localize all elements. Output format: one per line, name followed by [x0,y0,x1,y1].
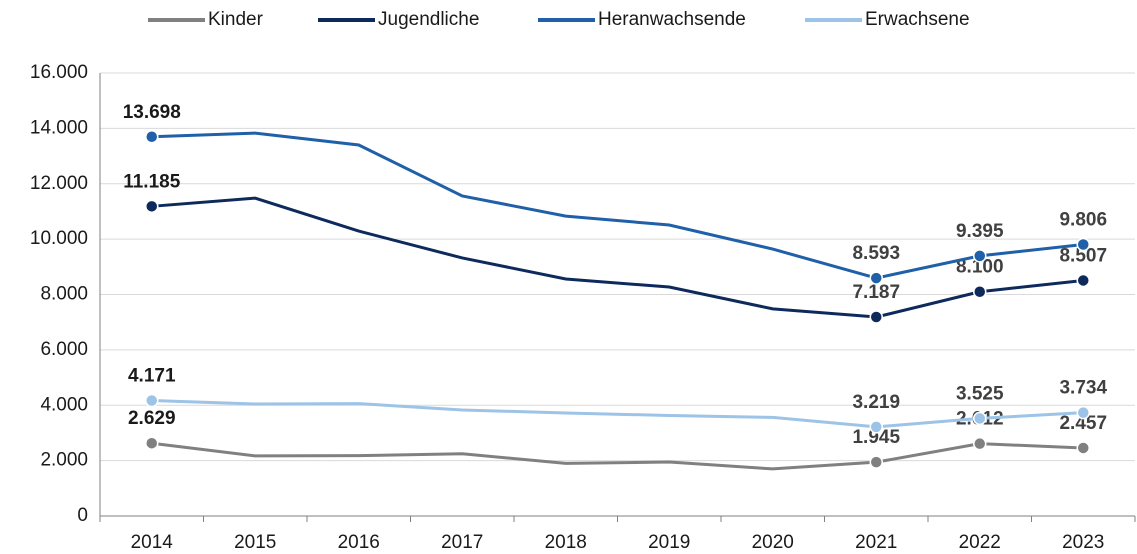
value-label: 13.698 [123,102,181,123]
point-marker [145,199,159,214]
value-label: 4.171 [128,366,176,387]
series-line [151,131,1084,280]
point-marker [145,393,159,408]
value-label: 2.629 [128,408,176,429]
y-tick-label: 12.000 [30,173,88,194]
point-marker [973,436,987,451]
point-marker [973,411,987,426]
y-tick-label: 10.000 [30,228,88,249]
value-label: 3.219 [852,392,900,413]
value-label: 3.734 [1059,378,1107,399]
value-label: 9.395 [956,221,1004,242]
legend-label: Kinder [208,9,264,30]
point-marker [973,249,987,263]
value-label: 8.507 [1059,245,1107,266]
x-tick-label: 2020 [752,532,794,553]
value-label: 9.806 [1059,210,1107,231]
x-tick-label: 2016 [338,532,380,553]
point-marker [145,436,159,450]
point-marker [973,284,987,299]
legend-label: Erwachsene [865,9,970,30]
y-tick-label: 16.000 [30,62,88,83]
point-marker [869,271,883,285]
y-tick-label: 2.000 [40,450,88,471]
x-tick-label: 2015 [234,532,276,553]
value-label: 8.593 [852,243,900,264]
y-tick-label: 8.000 [40,284,88,305]
value-label: 1.945 [852,427,900,448]
x-tick-label: 2022 [959,532,1001,553]
series-line [151,441,1084,471]
x-tick-label: 2023 [1062,532,1104,553]
point-marker [1076,441,1090,455]
legend-label: Jugendliche [378,9,479,30]
point-marker [145,129,159,144]
y-tick-label: 0 [77,505,88,526]
point-marker [869,310,883,324]
series-line [151,196,1084,319]
value-label: 11.185 [123,171,180,192]
point-marker [869,420,883,434]
x-tick-label: 2021 [855,532,897,553]
y-tick-label: 14.000 [30,117,88,138]
point-marker [1076,237,1090,252]
point-marker [1076,273,1090,288]
legend-label: Heranwachsende [598,9,746,30]
value-label: 8.100 [956,257,1004,278]
value-label: 2.457 [1059,413,1107,434]
value-label: 3.525 [956,383,1004,404]
series-line [151,399,1084,429]
point-marker [1076,405,1090,420]
y-tick-label: 4.000 [40,394,88,415]
value-label: 7.187 [852,282,900,303]
point-marker [869,455,883,469]
x-tick-label: 2018 [545,532,587,553]
x-tick-label: 2017 [441,532,483,553]
x-tick-label: 2014 [131,532,174,553]
y-tick-label: 6.000 [40,339,88,360]
x-tick-label: 2019 [648,532,690,553]
